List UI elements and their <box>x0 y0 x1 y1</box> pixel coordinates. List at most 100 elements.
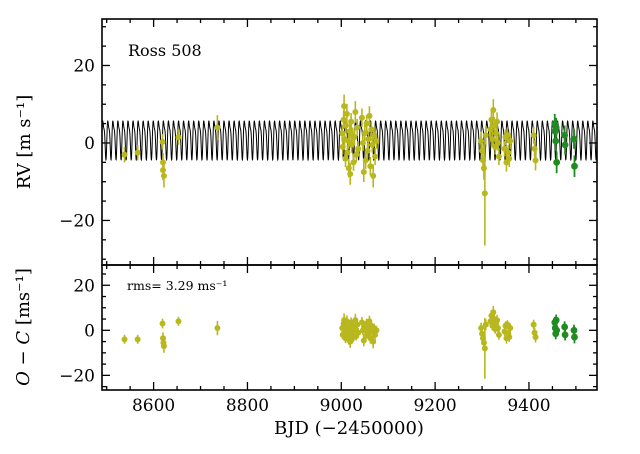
y-tick-label: −20 <box>59 366 95 386</box>
data-point <box>354 124 361 131</box>
data-point <box>343 110 350 117</box>
data-point <box>372 331 379 338</box>
data-point <box>370 338 377 345</box>
data-point <box>478 138 485 145</box>
y-tick-label: 0 <box>84 321 95 341</box>
data-point <box>214 124 221 131</box>
data-point <box>121 336 128 343</box>
oc-y-axis-label-italic: O − C <box>13 331 34 386</box>
rv-y-axis-label: RV [m s⁻¹] <box>14 95 35 189</box>
oc-y-axis-label: O − C [ms⁻¹] <box>13 268 34 386</box>
x-tick-label: 9000 <box>320 396 363 416</box>
data-point <box>479 157 486 164</box>
data-point <box>360 169 367 176</box>
series-ird-olive-residuals <box>121 305 539 379</box>
data-point <box>478 325 485 332</box>
data-point <box>348 118 355 125</box>
data-point <box>352 317 359 324</box>
data-point <box>175 318 182 325</box>
rv-panel: −20 0 20 <box>59 18 598 266</box>
plot-area <box>121 305 578 379</box>
data-point <box>530 132 537 139</box>
x-tick-label: 9200 <box>413 396 456 416</box>
data-point <box>570 135 578 143</box>
data-point <box>479 335 486 342</box>
data-point <box>214 325 221 332</box>
data-point <box>351 134 358 141</box>
data-point <box>341 103 348 110</box>
data-point <box>368 126 375 133</box>
data-point <box>373 138 380 145</box>
data-point <box>364 330 371 337</box>
data-point <box>571 333 578 341</box>
data-point <box>494 317 501 324</box>
data-point <box>348 141 355 148</box>
plot-area <box>102 94 597 246</box>
data-point <box>532 334 539 341</box>
data-point <box>480 339 487 346</box>
y-tick-label: −20 <box>59 211 95 231</box>
data-point <box>364 147 371 154</box>
data-point <box>134 149 141 156</box>
data-point <box>366 318 373 325</box>
data-point <box>358 114 365 121</box>
data-point <box>372 153 379 160</box>
data-point <box>482 132 489 139</box>
panel-spines <box>101 264 598 391</box>
data-point <box>531 145 538 152</box>
data-point <box>344 149 351 156</box>
x-tick-label: 8600 <box>132 396 175 416</box>
data-point <box>488 116 495 123</box>
data-point <box>505 149 512 156</box>
data-point <box>490 107 497 114</box>
data-point <box>552 124 560 131</box>
data-point <box>553 326 561 334</box>
data-point <box>347 170 354 177</box>
data-point <box>339 143 346 150</box>
data-point <box>507 325 514 332</box>
data-point <box>495 331 502 338</box>
data-point <box>160 335 166 342</box>
data-point <box>495 325 501 332</box>
series-ird-olive <box>121 94 539 246</box>
data-point <box>345 165 352 172</box>
x-tick-label: 8800 <box>226 396 269 416</box>
data-point <box>134 336 141 343</box>
data-point <box>481 190 488 197</box>
data-point <box>175 134 182 141</box>
y-tick-label: 20 <box>73 57 95 77</box>
data-point <box>366 112 373 119</box>
series-ird-green-residuals <box>551 314 578 344</box>
data-point <box>359 139 366 146</box>
data-point <box>561 141 569 149</box>
data-point <box>493 130 500 137</box>
data-point <box>530 321 537 328</box>
data-point <box>561 331 569 339</box>
data-point <box>339 130 346 137</box>
data-point <box>367 163 374 170</box>
data-point <box>481 345 488 352</box>
y-tick-label: 0 <box>84 134 95 154</box>
data-point <box>507 138 514 145</box>
data-point <box>354 321 361 328</box>
data-point <box>353 151 360 158</box>
data-point <box>480 165 487 172</box>
data-point <box>365 136 372 143</box>
data-point <box>570 326 578 334</box>
data-point <box>352 108 359 115</box>
data-point <box>355 145 362 152</box>
data-point <box>487 126 494 133</box>
series-ird-green <box>551 113 578 178</box>
data-point <box>159 138 166 145</box>
data-point <box>370 172 377 179</box>
y-tick-label: 20 <box>73 276 95 296</box>
data-point <box>160 167 166 174</box>
data-point <box>371 132 378 139</box>
data-point <box>361 130 368 137</box>
data-point <box>561 323 569 331</box>
star-name-label: Ross 508 <box>128 41 202 60</box>
data-point <box>373 327 380 334</box>
data-point <box>363 120 370 127</box>
